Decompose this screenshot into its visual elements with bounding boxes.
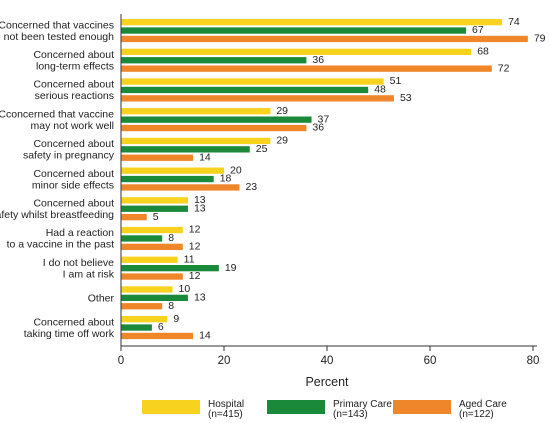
bar-primary-care	[121, 146, 250, 153]
category-label: Cconcerned that vaccine may not work well	[0, 108, 114, 131]
data-label: 11	[184, 253, 195, 265]
bar-hospital	[121, 316, 168, 323]
bar-aged-care	[121, 243, 183, 250]
bar-aged-care	[121, 65, 492, 72]
bars-layer: 7467796836725148532937362925142018231313…	[121, 16, 546, 342]
bar-hospital	[121, 48, 472, 55]
data-label: 8	[168, 232, 174, 244]
bar-hospital	[121, 167, 224, 174]
x-tick-label: 40	[321, 355, 334, 367]
category-label: Concerned about minor side effects	[32, 168, 114, 192]
data-label: 13	[194, 292, 206, 304]
data-label: 79	[534, 33, 546, 45]
bar-hospital	[121, 197, 188, 204]
bar-primary-care	[121, 205, 188, 212]
data-label: 8	[168, 300, 174, 312]
bar-aged-care	[121, 35, 528, 43]
bar-primary-care	[121, 27, 467, 34]
data-label: 20	[230, 164, 242, 176]
category-label: Other	[88, 292, 115, 304]
bar-primary-care	[121, 265, 219, 272]
bar-aged-care	[121, 184, 240, 191]
bar-aged-care	[121, 214, 147, 221]
data-label: 12	[189, 224, 201, 236]
legend-label: Hospital (n=415)	[208, 399, 244, 420]
data-label: 10	[179, 283, 191, 295]
data-label: 14	[199, 151, 211, 163]
bar-aged-care	[121, 154, 194, 161]
data-label: 51	[390, 75, 402, 87]
x-tick-label: 20	[218, 355, 231, 367]
bar-hospital	[121, 286, 173, 293]
bar-primary-care	[121, 235, 163, 242]
data-label: 13	[194, 202, 206, 214]
bar-hospital	[121, 19, 503, 26]
data-label: 72	[498, 62, 510, 74]
category-label: Concerned about serious reactions	[33, 79, 114, 103]
bar-aged-care	[121, 332, 194, 340]
category-label: Concerned about taking time off work	[24, 316, 115, 340]
category-label: Concerned about safety in pregnancy	[23, 138, 115, 162]
category-label: Concerned about long-term effects	[33, 49, 114, 73]
bar-hospital	[121, 108, 271, 115]
x-tick-label: 60	[424, 355, 437, 367]
bar-primary-care	[121, 175, 214, 183]
data-label: 6	[158, 321, 164, 333]
bar-hospital	[121, 256, 178, 263]
bar-aged-care	[121, 124, 307, 132]
data-label: 37	[318, 113, 330, 125]
legend-swatch	[142, 400, 200, 414]
category-label: I do not believe I am at risk	[43, 257, 115, 281]
legend: Hospital (n=415) Primary Care (n=143) Aged C…	[142, 399, 507, 420]
legend-swatch	[393, 400, 451, 414]
data-label: 36	[312, 54, 324, 66]
legend-swatch	[267, 400, 325, 414]
category-label: Concerned about safety whilst breastfeedi…	[0, 198, 114, 222]
data-label: 19	[225, 262, 237, 274]
data-label: 13	[194, 194, 206, 206]
legend-label: Primary Care (n=143)	[333, 399, 392, 420]
data-label: 68	[477, 46, 489, 58]
bar-hospital	[121, 137, 271, 145]
category-label: Had a reaction to a vaccine in the past	[7, 227, 115, 251]
data-label: 9	[173, 313, 179, 325]
bar-hospital	[121, 226, 183, 234]
x-axis: 0 20 40 60 80	[118, 14, 540, 367]
x-tick-label: 0	[118, 355, 124, 367]
bar-primary-care	[121, 324, 152, 331]
data-label: 74	[508, 16, 520, 28]
data-label: 29	[276, 105, 288, 117]
bar-primary-care	[121, 57, 307, 64]
bar-primary-care	[121, 294, 188, 301]
data-label: 25	[256, 143, 268, 155]
data-label: 29	[276, 135, 288, 147]
legend-label: Aged Care (n=122)	[459, 399, 507, 420]
category-label: Concerned that vaccines not been tested e…	[0, 19, 114, 43]
data-label: 18	[220, 173, 232, 185]
bar-aged-care	[121, 273, 183, 280]
data-label: 36	[312, 122, 324, 134]
data-label: 67	[472, 24, 484, 36]
bar-hospital	[121, 78, 384, 85]
bar-aged-care	[121, 303, 163, 310]
x-axis-title: Percent	[305, 375, 349, 389]
data-label: 48	[374, 84, 386, 96]
data-label: 5	[153, 211, 159, 223]
data-label: 14	[199, 330, 211, 342]
category-labels: Concerned that vaccines not been tested e…	[0, 19, 115, 340]
data-label: 12	[189, 241, 201, 253]
bar-primary-care	[121, 116, 312, 123]
bar-aged-care	[121, 95, 394, 102]
bar-primary-care	[121, 86, 369, 94]
x-tick-label: 80	[527, 355, 540, 367]
data-label: 23	[245, 181, 257, 193]
data-label: 12	[189, 270, 201, 282]
data-label: 53	[400, 92, 412, 104]
